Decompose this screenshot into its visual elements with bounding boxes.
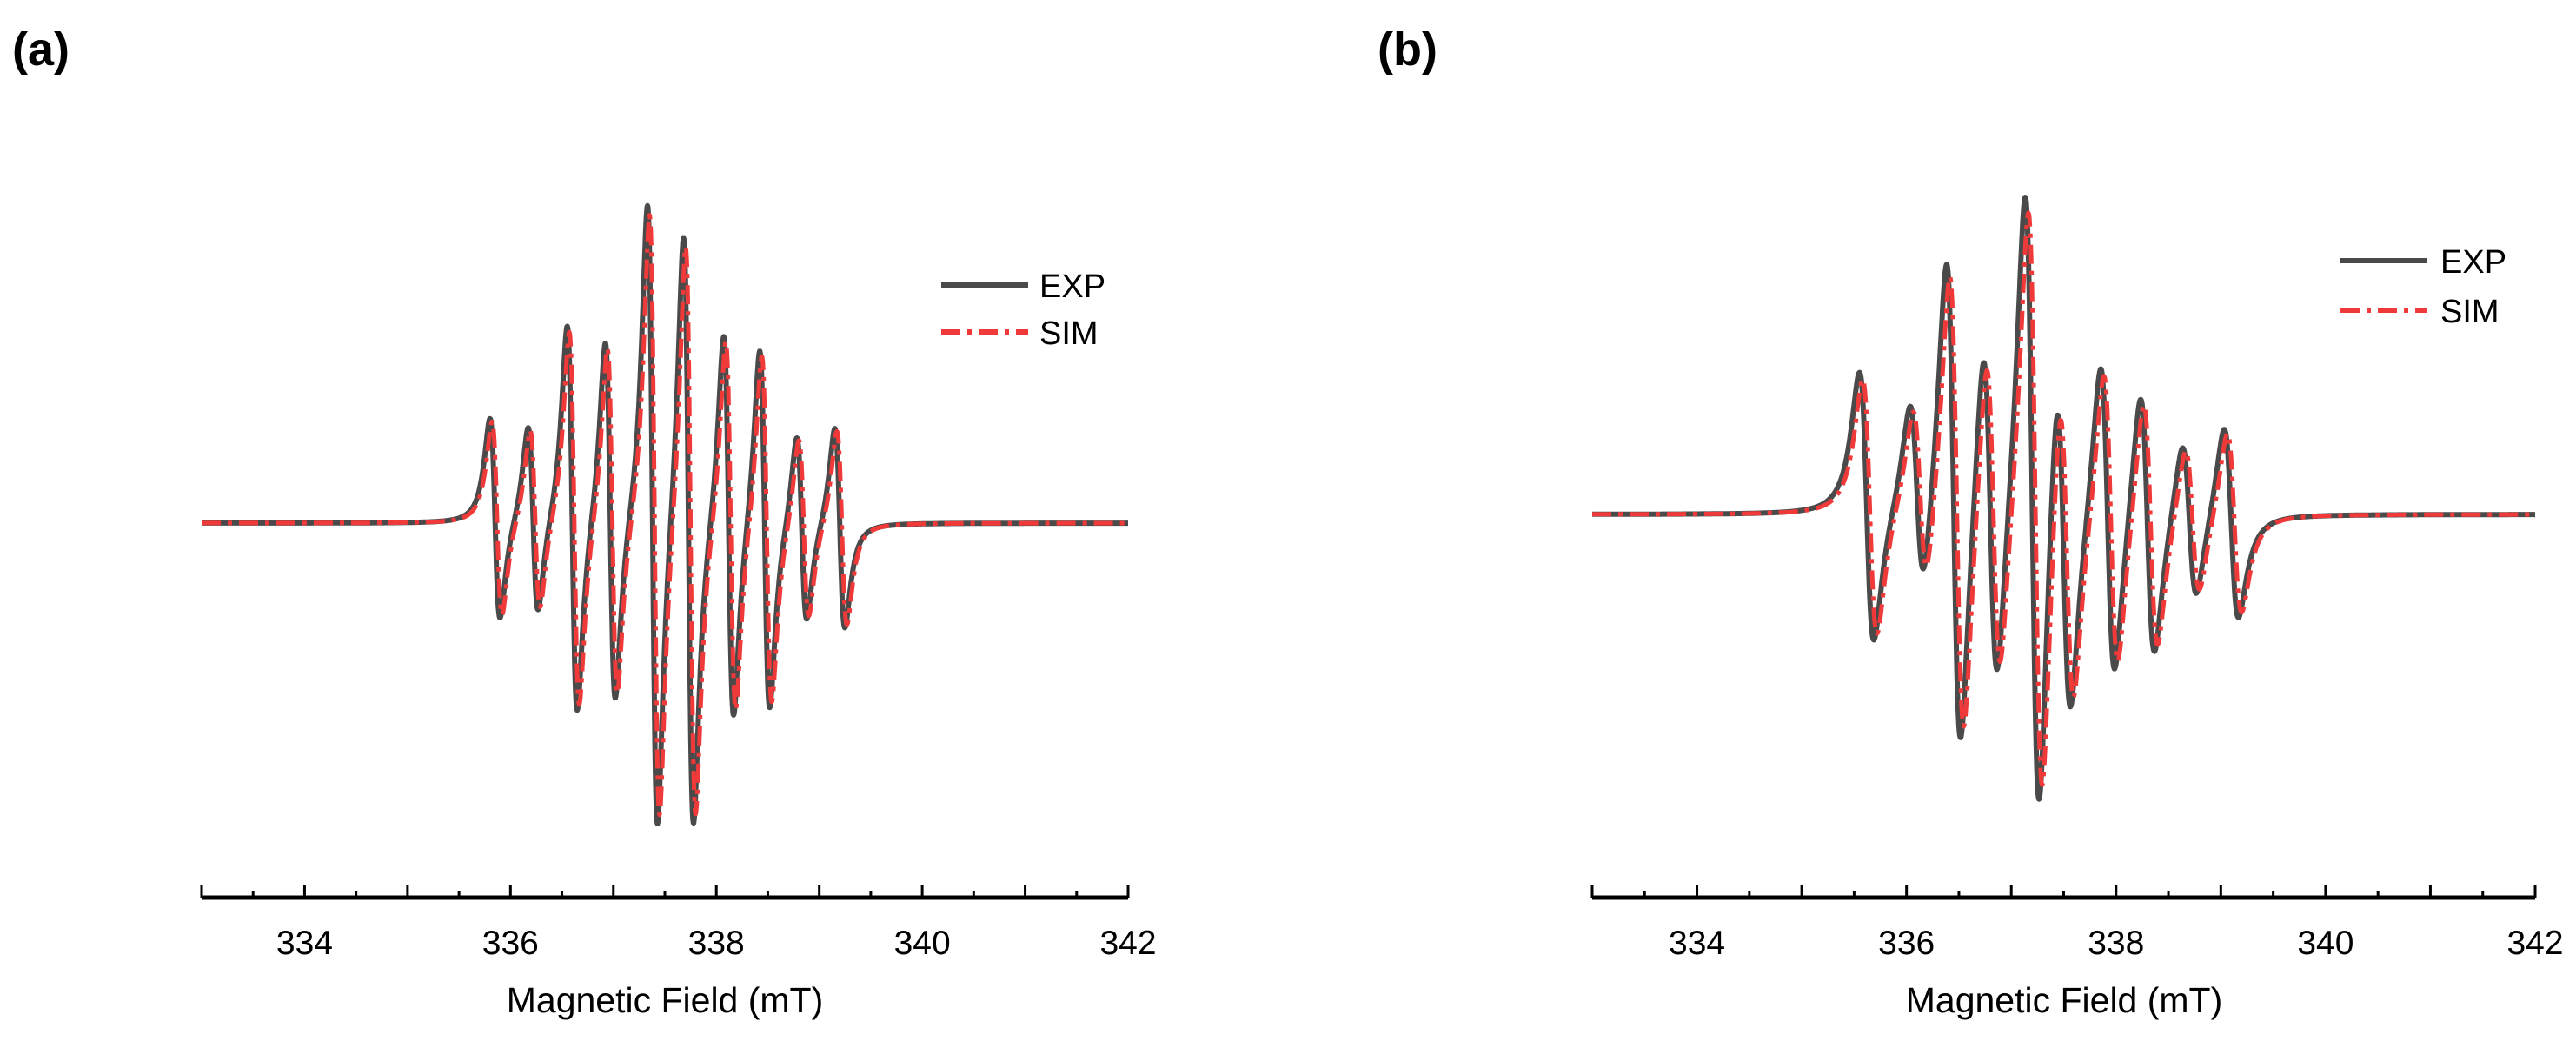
- x-tick-label: 340: [894, 925, 951, 962]
- panel-b-legend-sim-label: SIM: [2440, 294, 2500, 330]
- panel-b-x-ticks: 334 336 338 340 342: [1590, 885, 2564, 962]
- panel-b-label: (b): [1378, 23, 1437, 76]
- panel-a-legend: EXP SIM: [941, 269, 1105, 352]
- x-tick-label: 338: [2088, 925, 2144, 962]
- panel-a-legend-sim-label: SIM: [1039, 315, 1099, 352]
- panel-b-legend-exp-label: EXP: [2440, 244, 2506, 281]
- series-sim-line: [200, 213, 1130, 818]
- x-tick-label: 342: [1099, 925, 1156, 962]
- panel-a-legend-exp-label: EXP: [1039, 269, 1105, 305]
- panel-b: (b) 334 336 338 340 342 Magnetic Field (mT) …: [1378, 23, 2564, 1020]
- panel-a-plot: [199, 202, 1131, 827]
- series-sim-line: [1590, 210, 2537, 787]
- panel-a-x-axis-title: Magnetic Field (mT): [507, 980, 824, 1020]
- panel-a-x-ticks: 334 336 338 340 342: [200, 885, 1157, 962]
- x-tick-label: 334: [1669, 925, 1725, 962]
- x-tick-label: 338: [688, 925, 745, 962]
- panel-a-label: (a): [12, 23, 70, 76]
- x-tick-label: 340: [2297, 925, 2354, 962]
- x-tick-label: 342: [2506, 925, 2563, 962]
- panel-a: (a) 334 336 338 340 342 Magnetic Field (mT) …: [12, 23, 1157, 1020]
- series-exp-line: [199, 202, 1131, 827]
- panel-b-plot: [1590, 195, 2538, 802]
- panel-b-x-axis-title: Magnetic Field (mT): [1906, 980, 2223, 1020]
- x-tick-label: 334: [276, 925, 333, 962]
- x-tick-label: 336: [482, 925, 539, 962]
- panel-b-legend: EXP SIM: [2340, 244, 2506, 330]
- x-tick-label: 336: [1878, 925, 1935, 962]
